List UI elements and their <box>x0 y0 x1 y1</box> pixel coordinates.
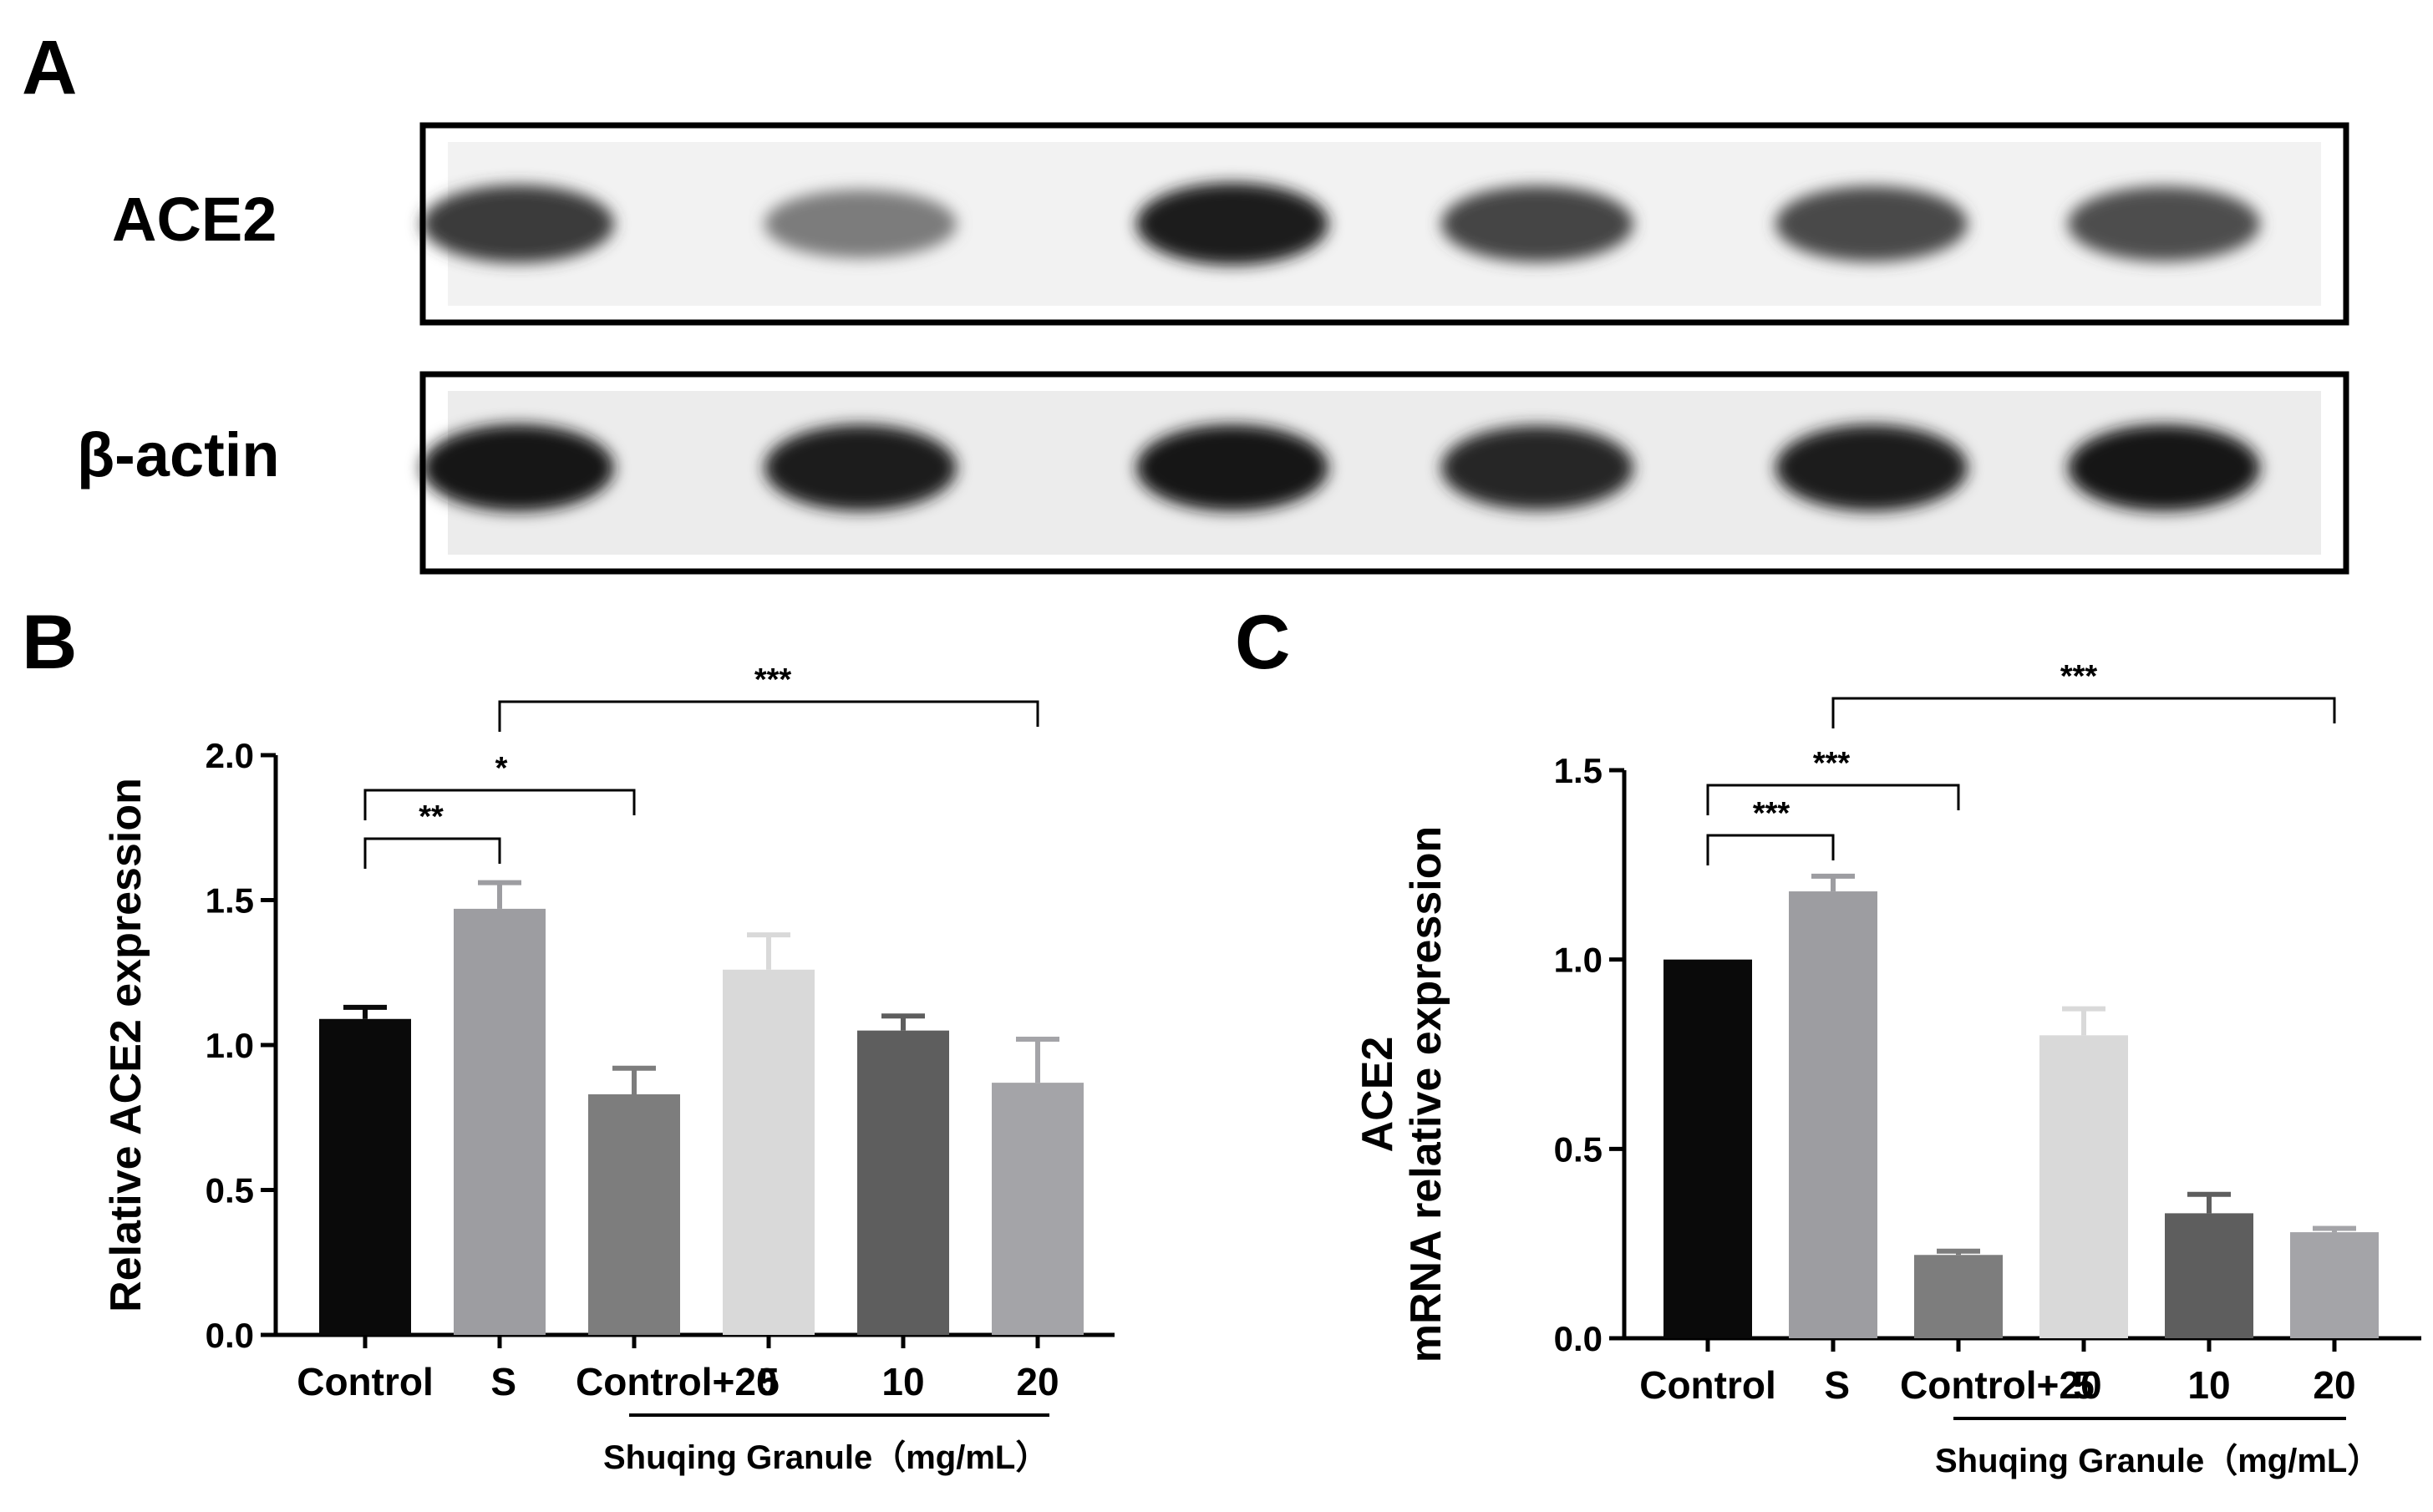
chart-c: 0.0 0.5 1.0 1.5 Control S Control+205 10 20 Shuqi… <box>1354 659 2421 1479</box>
panel-c-letter: C <box>1235 600 1290 685</box>
bar <box>723 969 815 1335</box>
blot-background <box>448 142 2321 306</box>
x-tick-label: 10 <box>2187 1363 2230 1407</box>
bar <box>454 908 546 1335</box>
y-tick-label: 2.0 <box>206 736 254 775</box>
bar <box>2290 1232 2379 1338</box>
blot-row-label-actin: β-actin <box>77 420 280 490</box>
y-axis-title: ACE2 <box>1354 1037 1402 1153</box>
bar <box>1789 891 1877 1338</box>
blot-band <box>1136 182 1328 266</box>
blot-band <box>1441 425 1633 510</box>
bar <box>588 1093 680 1335</box>
bar <box>2039 1035 2128 1338</box>
panel-b-letter: B <box>22 600 77 685</box>
group-label: Shuqing Granule（mg/mL） <box>603 1439 1049 1476</box>
significance-bracket <box>1706 784 1960 815</box>
blot-band <box>2068 424 2260 511</box>
y-axis-title: mRNA relative expression <box>1402 826 1450 1363</box>
significance-bracket <box>363 789 636 820</box>
x-tick-label: 20 <box>1016 1360 1059 1403</box>
y-tick-label: 0.0 <box>1554 1319 1603 1358</box>
x-tick-label: 5 <box>758 1360 780 1403</box>
significance-bracket <box>1831 697 2336 728</box>
blot-band <box>422 424 614 512</box>
significance-label: * <box>495 751 508 786</box>
significance-label: *** <box>754 662 792 698</box>
blot-band <box>1775 185 1968 262</box>
y-tick-label: 1.5 <box>1554 751 1603 790</box>
x-tick-label: S <box>1824 1363 1850 1407</box>
blot-band <box>764 190 957 258</box>
y-tick-label: 0.5 <box>1554 1129 1603 1169</box>
y-tick-label: 1.0 <box>206 1026 254 1065</box>
blot-band <box>764 424 957 511</box>
x-tick-label: Control <box>297 1360 434 1403</box>
blot-background <box>448 391 2321 555</box>
western-blot <box>419 122 2349 575</box>
bar <box>1914 1255 2003 1338</box>
significance-bracket <box>1706 834 1835 865</box>
x-tick-label: Control+20 <box>1900 1363 2102 1407</box>
blot-band <box>422 185 614 263</box>
blot-band <box>1441 185 1633 262</box>
significance-bracket <box>498 700 1039 732</box>
x-tick-label: 20 <box>2313 1363 2355 1407</box>
x-tick-label: 10 <box>881 1360 924 1403</box>
bar <box>319 1018 411 1335</box>
blot-band <box>2068 186 2260 261</box>
bar <box>992 1083 1084 1335</box>
blot-frame <box>419 371 2349 575</box>
blot-band <box>1136 424 1328 511</box>
y-tick-label: 1.5 <box>206 881 254 921</box>
bar <box>2165 1213 2253 1338</box>
panel-a-letter: A <box>22 25 77 110</box>
blot-frame <box>419 122 2349 326</box>
y-tick-label: 0.0 <box>206 1316 254 1355</box>
x-tick-label: Control <box>1639 1363 1776 1407</box>
significance-label: ** <box>419 799 444 835</box>
blot-row-label-ace2: ACE2 <box>112 185 277 254</box>
significance-bracket <box>363 837 501 869</box>
y-tick-label: 1.0 <box>1554 941 1603 980</box>
group-label: Shuqing Granule（mg/mL） <box>1935 1443 2380 1479</box>
y-axis-title: Relative ACE2 expression <box>102 778 150 1312</box>
x-tick-label: S <box>490 1360 516 1403</box>
x-tick-label: 5 <box>2073 1363 2095 1407</box>
y-tick-label: 0.5 <box>206 1171 254 1210</box>
bar <box>857 1030 949 1335</box>
bar <box>1663 959 1752 1338</box>
significance-label: *** <box>1813 746 1851 781</box>
significance-label: *** <box>2060 659 2098 694</box>
significance-label: *** <box>1753 796 1790 831</box>
blot-band <box>1775 424 1968 511</box>
x-tick-label: Control+20 <box>576 1360 778 1403</box>
chart-b: 0.0 0.5 1.0 1.5 2.0 Control S Control+205 10 20 Sh… <box>102 662 1115 1476</box>
